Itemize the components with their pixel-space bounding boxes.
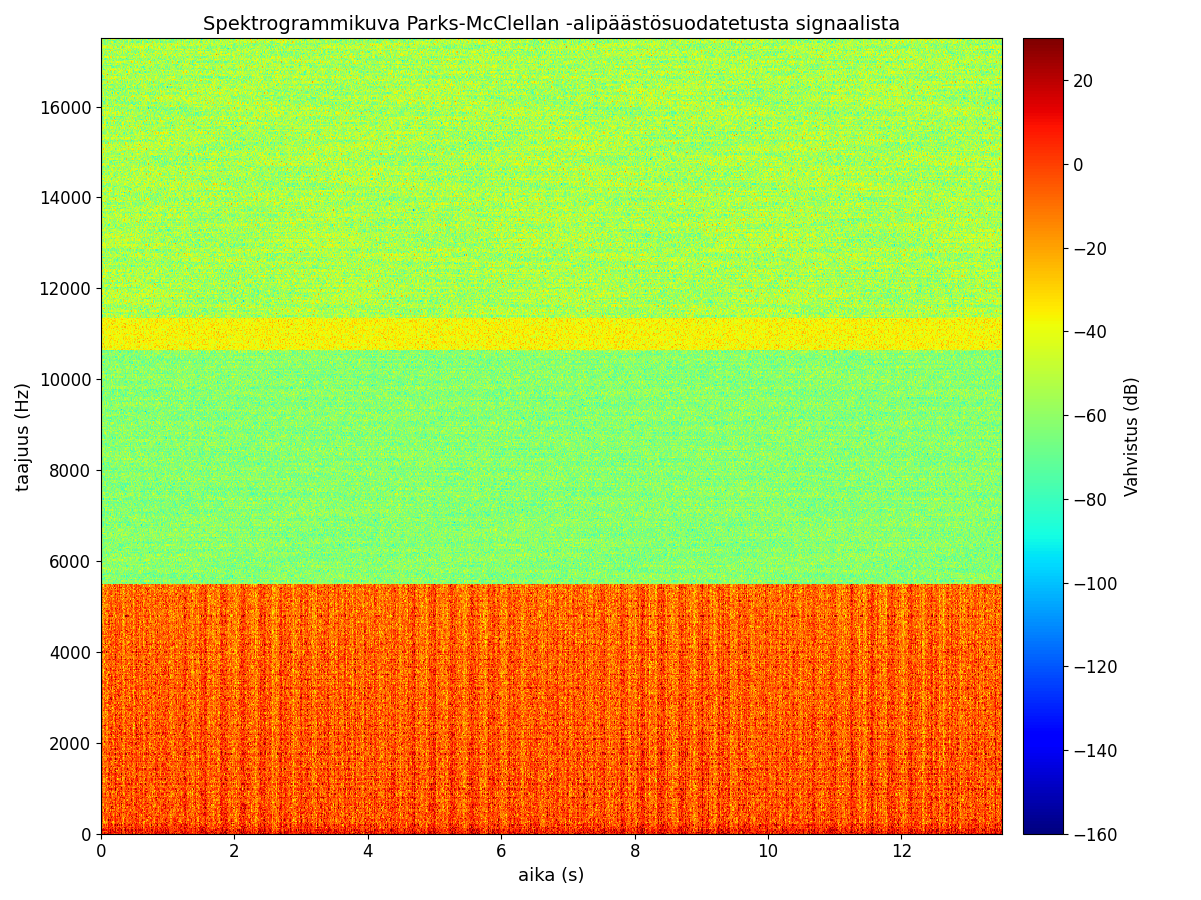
Title: Spektrogrammikuva Parks-McClellan -alipäästösuodatetusta signaalista: Spektrogrammikuva Parks-McClellan -alipä… [203,15,900,34]
Y-axis label: taajuus (Hz): taajuus (Hz) [14,382,32,490]
Y-axis label: Vahvistus (dB): Vahvistus (dB) [1124,376,1142,496]
X-axis label: aika (s): aika (s) [518,867,585,885]
